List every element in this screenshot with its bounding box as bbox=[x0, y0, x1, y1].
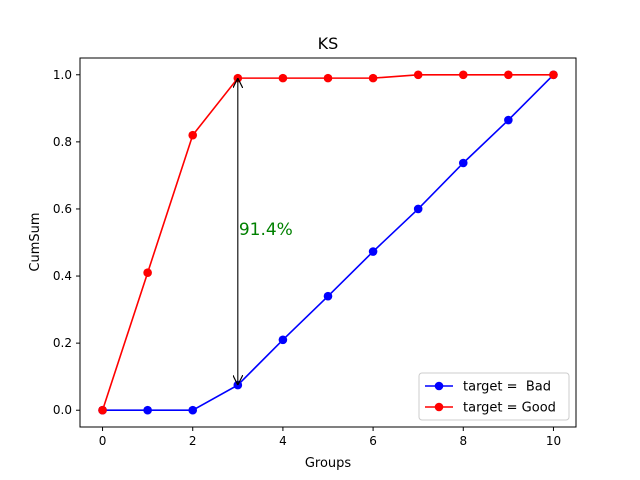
data-point bbox=[458, 70, 468, 80]
data-point bbox=[188, 405, 198, 415]
legend-marker bbox=[434, 381, 444, 391]
x-tick-label: 6 bbox=[369, 434, 377, 448]
y-tick-label: 1.0 bbox=[53, 68, 72, 82]
plot-area-frame bbox=[79, 57, 577, 428]
chart-title: KS bbox=[318, 34, 339, 53]
y-tick-label: 0.6 bbox=[53, 202, 72, 216]
legend-marker bbox=[434, 402, 444, 412]
data-point bbox=[278, 73, 288, 83]
data-point bbox=[413, 204, 423, 214]
data-point bbox=[413, 70, 423, 80]
x-tick-label: 0 bbox=[99, 434, 107, 448]
x-tick-label: 2 bbox=[189, 434, 197, 448]
x-tick-label: 10 bbox=[546, 434, 561, 448]
data-point bbox=[98, 405, 107, 415]
data-point bbox=[458, 158, 468, 168]
data-point bbox=[323, 291, 333, 301]
data-point bbox=[368, 247, 378, 256]
data-point bbox=[188, 130, 198, 140]
y-tick-label: 0.8 bbox=[53, 135, 72, 149]
data-point bbox=[278, 335, 288, 345]
x-tick-label: 8 bbox=[459, 434, 467, 448]
data-point bbox=[323, 73, 333, 83]
y-tick-label: 0.0 bbox=[53, 403, 72, 417]
series-line-1 bbox=[102, 74, 555, 412]
data-point bbox=[504, 70, 513, 80]
ks-annotation-label: 91.4% bbox=[239, 220, 293, 240]
legend-label: target = Bad bbox=[463, 380, 551, 395]
data-point bbox=[368, 73, 378, 83]
data-point bbox=[143, 268, 152, 277]
data-point bbox=[504, 115, 513, 125]
data-point bbox=[549, 70, 558, 80]
legend: target = Bad target = Good bbox=[418, 372, 570, 421]
y-axis-title: CumSum bbox=[28, 212, 43, 271]
data-point bbox=[143, 405, 152, 415]
y-tick-label: 0.2 bbox=[53, 336, 72, 350]
x-axis-title: Groups bbox=[305, 456, 352, 471]
legend-label: target = Good bbox=[463, 401, 556, 416]
legend-frame bbox=[418, 372, 570, 421]
x-tick-label: 4 bbox=[279, 434, 287, 448]
series-line-2 bbox=[101, 73, 554, 411]
y-tick-label: 0.4 bbox=[53, 269, 72, 283]
